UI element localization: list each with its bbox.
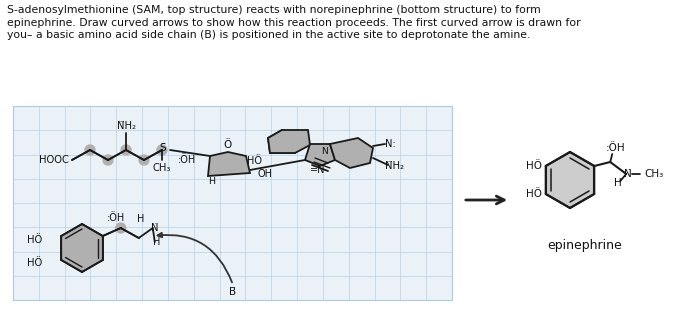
Text: S̈: S̈ — [160, 143, 167, 153]
Circle shape — [139, 155, 149, 165]
Text: CH₃: CH₃ — [153, 163, 172, 173]
Text: N:: N: — [384, 139, 395, 149]
Text: HOOC: HOOC — [39, 155, 69, 165]
Text: :ÖH: :ÖH — [178, 155, 196, 165]
FancyArrowPatch shape — [158, 233, 232, 282]
Bar — [13, 106, 452, 300]
Text: N̈H₂: N̈H₂ — [116, 121, 136, 131]
Text: S-adenosylmethionine (SAM, top structure) reacts with norepinephrine (bottom str: S-adenosylmethionine (SAM, top structure… — [7, 5, 540, 15]
Text: epinephrine. Draw curved arrows to show how this reaction proceeds. The first cu: epinephrine. Draw curved arrows to show … — [7, 17, 580, 28]
Polygon shape — [268, 130, 300, 153]
Circle shape — [116, 223, 126, 233]
Text: N̈H₂: N̈H₂ — [386, 161, 405, 171]
Polygon shape — [546, 152, 594, 208]
Text: Ö: Ö — [224, 140, 232, 150]
Text: N: N — [321, 147, 328, 155]
Polygon shape — [268, 130, 310, 153]
Text: HÖ: HÖ — [526, 161, 542, 171]
Polygon shape — [305, 144, 335, 166]
Text: epinephrine: epinephrine — [547, 239, 622, 253]
Text: Ṅ: Ṅ — [624, 169, 632, 179]
Text: ÖH: ÖH — [258, 169, 273, 179]
Text: B̈: B̈ — [230, 287, 237, 297]
Text: you– a basic amino acid side chain (B) is positioned in the active site to depro: you– a basic amino acid side chain (B) i… — [7, 30, 531, 40]
Text: H: H — [209, 176, 216, 186]
Polygon shape — [208, 152, 250, 176]
Text: Ṅ: Ṅ — [151, 223, 158, 233]
Text: HÖ: HÖ — [27, 258, 42, 268]
Text: HÖ: HÖ — [247, 156, 262, 166]
Text: H: H — [137, 214, 144, 224]
Polygon shape — [61, 224, 103, 272]
Polygon shape — [330, 138, 373, 168]
Text: CH₃: CH₃ — [644, 169, 664, 179]
Circle shape — [157, 145, 167, 155]
Text: =N: =N — [310, 165, 326, 175]
Text: H: H — [615, 178, 622, 188]
Text: HÖ: HÖ — [526, 189, 542, 199]
Text: :ÖH: :ÖH — [606, 143, 625, 153]
Circle shape — [121, 145, 131, 155]
Circle shape — [85, 145, 95, 155]
Text: HÖ: HÖ — [27, 235, 42, 245]
Text: :ÖH: :ÖH — [106, 213, 125, 223]
Circle shape — [103, 155, 113, 165]
Text: H: H — [153, 237, 160, 247]
